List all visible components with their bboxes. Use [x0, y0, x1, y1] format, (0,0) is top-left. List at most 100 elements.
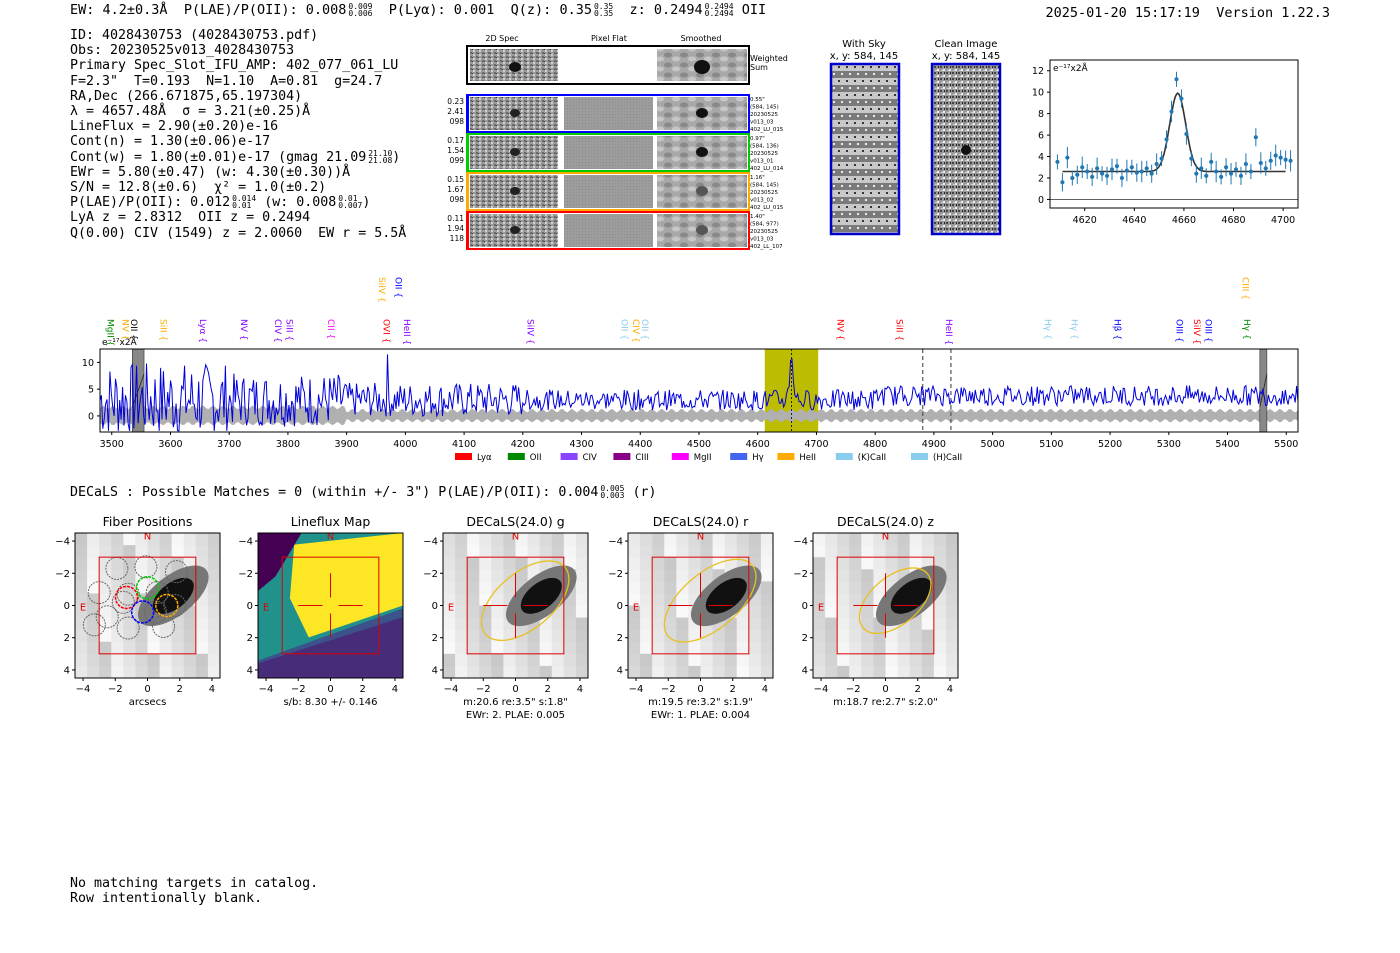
contw-lo: 21.08: [368, 155, 393, 165]
cutout-pixel: [551, 629, 565, 643]
fiber-circle: [82, 613, 106, 637]
cutout-pixel: [676, 581, 689, 594]
cutout-pixel: [688, 653, 701, 667]
cutout-frame: [74, 532, 221, 679]
cutout-pixel: [183, 641, 197, 655]
cutout-ytick-label: −2: [608, 569, 623, 580]
cutout-pixel: [491, 665, 504, 679]
fit-data-point: [1154, 162, 1159, 167]
cutout-pixel: [724, 641, 738, 655]
cutout-pixel: [933, 557, 947, 570]
fit-data-point: [1065, 155, 1070, 160]
cutout-pixel: [676, 629, 689, 643]
fit-data-point: [1258, 160, 1263, 165]
decals-summary: DECaLS : Possible Matches = 0 (within +/…: [70, 485, 657, 501]
cutout-pixel: [527, 665, 541, 679]
legend-label: Lyα: [477, 453, 492, 463]
cutout-pixel: [945, 617, 959, 631]
plae-w-text: (w: 0.008: [264, 195, 337, 211]
cutout-pixel: [748, 533, 762, 546]
cutout-pixel: [760, 545, 774, 558]
spec-ytick-label: 0: [88, 411, 94, 422]
cutout-pixel: [467, 617, 480, 631]
fiber-right-label: 20230525: [750, 112, 778, 118]
cutout-pixel: [825, 629, 838, 643]
cutout-pixel: [825, 617, 838, 631]
cutout-pixel: [75, 605, 88, 619]
cutout-pixel: [909, 641, 923, 655]
cutout-pixel: [676, 593, 689, 606]
east-label: E: [263, 602, 269, 613]
fit-data-point: [1075, 172, 1080, 177]
north-label: N: [697, 531, 704, 542]
cutout-pixel: [207, 593, 221, 606]
fiber-right-label: (584, 136): [750, 144, 779, 150]
decals-lo: 0.003: [600, 491, 625, 500]
cutout-pixel: [515, 617, 529, 631]
galaxy-halo: [875, 565, 947, 627]
cutout-pixel: [837, 641, 850, 655]
cutout-pixel: [861, 617, 874, 631]
east-label: E: [448, 602, 454, 613]
fiber-circle: [163, 594, 187, 617]
qz-lo: 0.35: [593, 9, 614, 18]
cutout-ytick-label: −4: [55, 537, 70, 548]
cutout-pixel: [945, 665, 959, 679]
fiber-color-bar: [466, 95, 469, 132]
cutout-pixel: [712, 653, 726, 667]
fiber-right-label: 402_LU_014: [750, 166, 784, 172]
fit-data-point: [1110, 167, 1114, 172]
cutout-pixel: [724, 605, 738, 619]
fiber-circle: [165, 560, 188, 584]
cutout-pixel: [760, 605, 774, 619]
cutout-bg: [628, 533, 773, 678]
fit-data-point: [1085, 169, 1090, 174]
cutout-pixel: [135, 665, 148, 679]
fiber-left-label: 0.17: [447, 136, 464, 145]
qz-value: Q(z): 0.35: [510, 2, 592, 18]
fit-data-point: [1179, 96, 1184, 101]
cutout-ytick-label: −2: [55, 569, 70, 580]
cutout-pixel: [99, 593, 112, 606]
cutout-pixel: [467, 581, 480, 594]
cutout-xtick-label: −4: [444, 684, 459, 695]
cutout-pixel: [813, 641, 826, 655]
cutout-pixel: [873, 617, 886, 631]
cutout-pixel: [491, 533, 504, 546]
fiber-left-label: 0.11: [447, 214, 464, 223]
spec-xtick-label: 3600: [158, 439, 182, 450]
fit-data-point: [1134, 170, 1139, 175]
line-label-group: MgII {: [105, 319, 115, 346]
fiber-source: [510, 187, 520, 195]
cutout-pixel: [503, 629, 516, 643]
cutout-ytick-label: −4: [608, 537, 623, 548]
info-lineflux: LineFlux = 2.90(±0.20)e-16: [70, 119, 279, 135]
line-label-group: SiIV {: [376, 277, 386, 303]
fiber-right-label: v013_03: [750, 237, 774, 243]
fiber-left-label: 1.94: [447, 224, 464, 233]
cutout-pixel: [849, 581, 862, 594]
cutout-pixel: [491, 617, 504, 631]
cutout-xtick-label: −2: [476, 684, 491, 695]
cutout-pixel: [87, 557, 100, 570]
legend-label: CIV: [583, 453, 597, 463]
line-label-group: OII {: [618, 319, 628, 340]
fit-axes-frame: [1049, 59, 1299, 209]
cutout-xtick-label: −4: [76, 684, 91, 695]
cutout-ytick-label: 4: [247, 665, 253, 676]
cutout-pixel: [736, 641, 750, 655]
cutout-pixel: [760, 617, 774, 631]
cutout-pixel: [443, 557, 456, 570]
cutout-pixel: [885, 545, 899, 558]
cutout-pixel: [748, 545, 762, 558]
cutout-pixel: [825, 533, 838, 546]
cutout-pixel: [123, 629, 136, 643]
cutout-pixel: [909, 557, 923, 570]
cutout-pixel: [551, 653, 565, 667]
cutout-panel: N E −4 4 −2 2 0 0 2 −2 4 −4 DECaLS(24.0) z m:18.7 re:…: [793, 514, 959, 708]
cutout-pixel: [664, 641, 677, 655]
cutout-pixel: [195, 593, 209, 606]
info-lya: LyA z = 2.8312 OII z = 0.2494: [70, 210, 311, 226]
